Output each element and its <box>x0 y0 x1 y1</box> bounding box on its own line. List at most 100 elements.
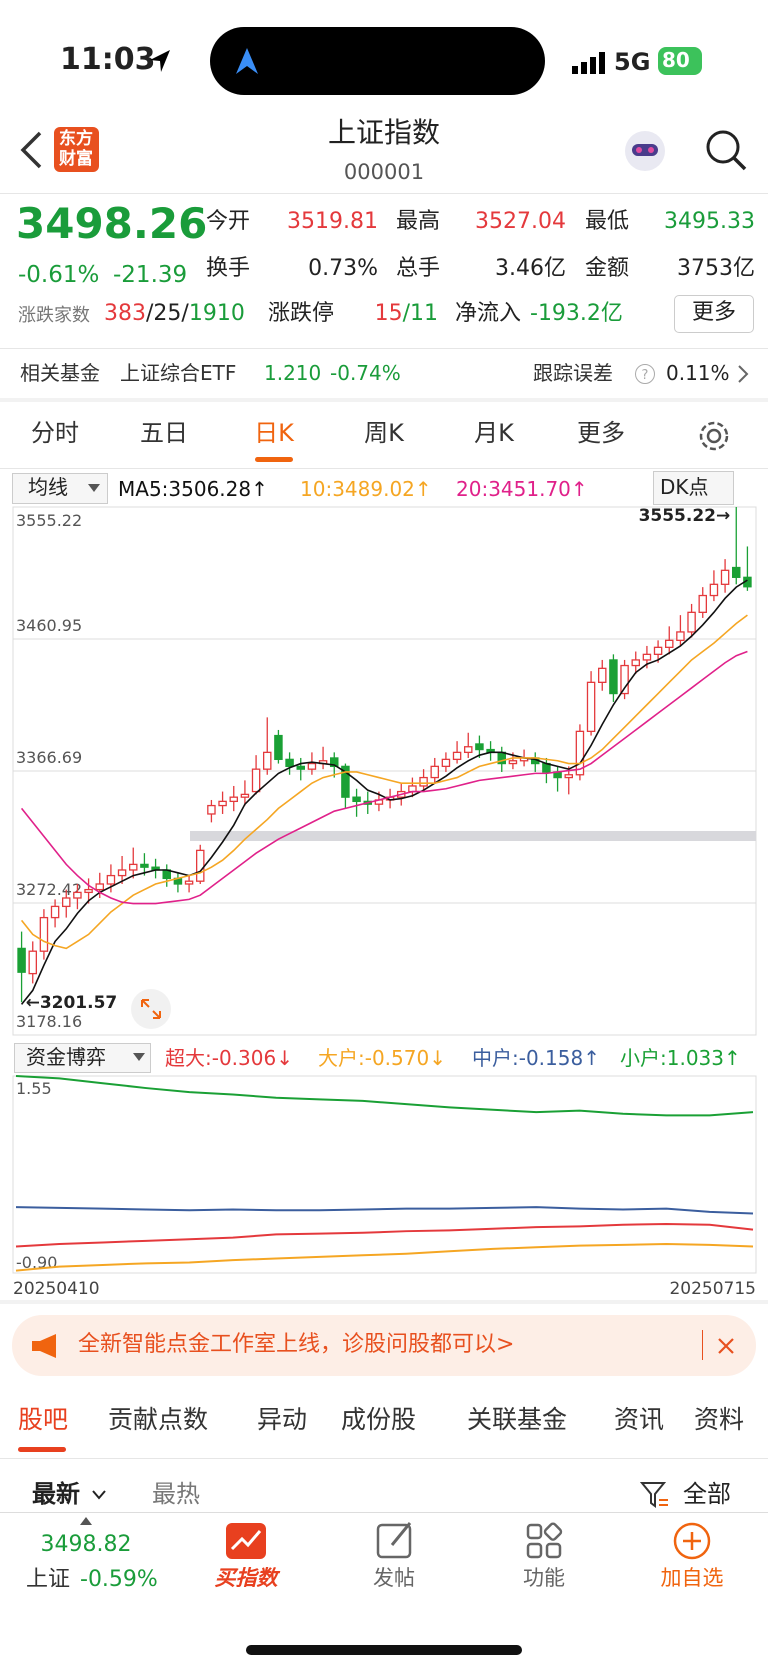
battery <box>658 47 702 75</box>
active-underline <box>255 457 293 462</box>
breadth-up: 383 <box>104 301 146 326</box>
banner[interactable] <box>12 1315 756 1376</box>
limit-label: 涨跌停 <box>268 301 335 326</box>
stat-value: 3527.04 <box>475 209 566 234</box>
legend-entry: 中户:-0.158↑ <box>472 1046 600 1070</box>
legend-entry: 超大:-0.306↓ <box>165 1046 293 1070</box>
dropdown-arrow <box>92 1490 106 1500</box>
candle-body <box>229 796 238 803</box>
nav-item[interactable]: 加自选 <box>660 1566 724 1590</box>
dropdown-arrow <box>88 484 100 492</box>
banner-close[interactable] <box>716 1336 736 1356</box>
candle-body <box>732 566 741 578</box>
candle-body <box>84 888 93 894</box>
period-tab[interactable]: 月K <box>474 419 514 447</box>
candle-body <box>307 762 317 770</box>
breadth-down: 1910 <box>188 301 245 326</box>
avatar[interactable] <box>622 128 668 174</box>
indicator-selector-text: 均线 <box>28 475 68 499</box>
period-tab[interactable]: 周K <box>364 419 404 447</box>
dynamic-island <box>210 27 545 95</box>
candle-body <box>106 874 116 885</box>
candle-body <box>184 880 194 885</box>
candle-body <box>251 768 261 793</box>
stat-label: 金额 <box>585 256 630 281</box>
stat-label: 总手 <box>396 256 441 281</box>
sub-tab[interactable]: 资讯 <box>614 1405 665 1434</box>
candle-body <box>687 611 696 633</box>
stat-value: 3753亿 <box>677 256 755 281</box>
y-tick-label: 1.55 <box>16 1079 52 1098</box>
y-tick-label: 3555.22 <box>16 511 82 530</box>
dk-button[interactable] <box>653 471 734 505</box>
y-tick-label: 3178.16 <box>16 1012 82 1031</box>
nav-icons <box>226 1522 711 1560</box>
candle-body <box>117 869 127 877</box>
candle-body <box>28 950 37 975</box>
sub-tab[interactable]: 成份股 <box>341 1405 417 1434</box>
candle-body <box>50 905 60 919</box>
divider <box>0 348 768 349</box>
candle-body <box>218 800 227 807</box>
candle-body <box>95 883 105 891</box>
sub-tab[interactable]: 异动 <box>257 1405 308 1434</box>
sub-tab[interactable]: 资料 <box>694 1405 745 1434</box>
stat-label: 换手 <box>206 256 251 281</box>
filter-hot[interactable]: 最热 <box>152 1480 200 1508</box>
flow-line <box>15 1243 754 1272</box>
divider <box>0 1458 768 1459</box>
more-button[interactable] <box>674 295 754 333</box>
nav-item[interactable]: 买指数 <box>214 1566 278 1590</box>
candle-body <box>17 947 26 973</box>
period-tab[interactable]: 日K <box>254 419 294 447</box>
candle-body <box>564 774 574 779</box>
help-icon[interactable]: ? <box>634 363 656 385</box>
period-tab[interactable]: 五日 <box>140 419 188 447</box>
title: 上证指数 <box>327 116 440 149</box>
candle-body <box>341 765 350 798</box>
nav-item[interactable]: 功能 <box>523 1566 565 1590</box>
y-tick-label: 3366.69 <box>16 748 82 767</box>
candle-body <box>329 757 339 768</box>
candle-body <box>642 653 652 661</box>
candle-body <box>508 760 518 765</box>
back-button[interactable] <box>18 130 44 170</box>
net-flow-label: 净流入 <box>455 301 522 326</box>
ma-line <box>20 614 748 950</box>
candle-body <box>296 765 305 770</box>
nav-arrow-icon <box>236 48 258 74</box>
logo <box>54 127 99 172</box>
flow-selector[interactable] <box>14 1043 151 1073</box>
candle-body <box>430 765 439 779</box>
settings-button[interactable] <box>698 420 730 452</box>
candle-body <box>676 631 685 641</box>
stat-label: 最低 <box>585 209 630 234</box>
change-pct: -0.61% <box>18 262 100 288</box>
flow-line <box>15 1222 754 1248</box>
candle-body <box>352 796 361 803</box>
limit: 15/11 <box>375 301 438 327</box>
filter-all[interactable]: 全部 <box>683 1480 731 1508</box>
logo-text: 东方财富 <box>59 129 93 169</box>
period-tab[interactable]: 分时 <box>31 419 79 447</box>
candle-body <box>452 751 462 761</box>
candle-body <box>609 659 618 695</box>
sub-tab[interactable]: 贡献点数 <box>108 1405 209 1434</box>
code: 000001 <box>343 160 425 184</box>
sub-tab[interactable]: 股吧 <box>18 1405 69 1434</box>
expand-button <box>131 989 171 1029</box>
search-button[interactable] <box>704 128 748 172</box>
nav-item[interactable]: 发帖 <box>373 1566 415 1590</box>
candle-body <box>274 734 283 761</box>
sub-tab[interactable]: 关联基金 <box>467 1405 568 1434</box>
limit-up: 15 <box>374 301 403 326</box>
filter-latest[interactable]: 最新 <box>32 1480 80 1508</box>
active-underline <box>18 1447 66 1452</box>
expand-icon <box>141 999 161 1019</box>
stat-label: 今开 <box>206 209 251 234</box>
section-gap <box>0 1300 768 1304</box>
period-tab[interactable]: 更多 <box>577 419 625 447</box>
breadth-flat: /25/ <box>146 301 189 326</box>
up-arrow <box>80 1517 92 1525</box>
